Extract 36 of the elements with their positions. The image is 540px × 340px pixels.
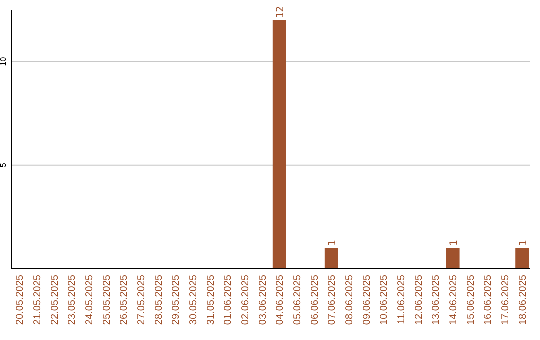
x-tick-label: 29.05.2025 <box>171 274 182 326</box>
x-tick-label: 30.05.2025 <box>188 274 200 326</box>
x-tick-label: 14.06.2025 <box>448 274 460 326</box>
x-tick-label: 25.05.2025 <box>102 274 113 326</box>
x-tick-label: 09.06.2025 <box>362 274 373 326</box>
x-tick-label: 03.06.2025 <box>258 274 269 326</box>
x-tick-label: 01.06.2025 <box>223 274 234 326</box>
x-tick-label: 21.05.2025 <box>32 274 44 326</box>
data-label: 1 <box>449 240 460 246</box>
x-tick-label: 04.06.2025 <box>275 274 286 326</box>
x-tick-label: 05.06.2025 <box>292 274 304 326</box>
x-tick-label: 27.05.2025 <box>136 274 148 326</box>
x-tick-label: 23.05.2025 <box>67 274 78 326</box>
x-tick-label: 02.06.2025 <box>240 274 252 326</box>
data-label: 1 <box>518 240 530 246</box>
x-tick-label: 31.05.2025 <box>206 274 217 326</box>
x-tick-label: 12.06.2025 <box>414 274 425 326</box>
x-tick-label: 06.06.2025 <box>310 274 321 326</box>
data-label: 12 <box>276 6 287 18</box>
x-tick-label: 15.06.2025 <box>466 274 477 326</box>
x-tick-label: 20.05.2025 <box>15 274 26 326</box>
x-tick-label: 13.06.2025 <box>431 274 442 326</box>
x-tick-label: 08.06.2025 <box>344 274 356 326</box>
x-tick-label: 10.06.2025 <box>379 274 390 326</box>
x-tick-label: 26.05.2025 <box>119 274 130 326</box>
x-tick-label: 18.06.2025 <box>518 274 529 326</box>
x-tick-label: 28.05.2025 <box>154 274 165 326</box>
x-tick-label: 24.05.2025 <box>84 274 96 326</box>
data-label: 1 <box>328 240 339 246</box>
x-tick-label: 22.05.2025 <box>50 274 61 326</box>
x-tick-label: 17.06.2025 <box>500 274 512 326</box>
y-tick-label: 10 <box>0 56 8 66</box>
x-tick-label: 16.06.2025 <box>483 274 494 326</box>
x-tick-label: 11.06.2025 <box>396 274 408 324</box>
y-tick-label: 5 <box>0 162 8 168</box>
x-tick-label: 07.06.2025 <box>327 274 338 326</box>
